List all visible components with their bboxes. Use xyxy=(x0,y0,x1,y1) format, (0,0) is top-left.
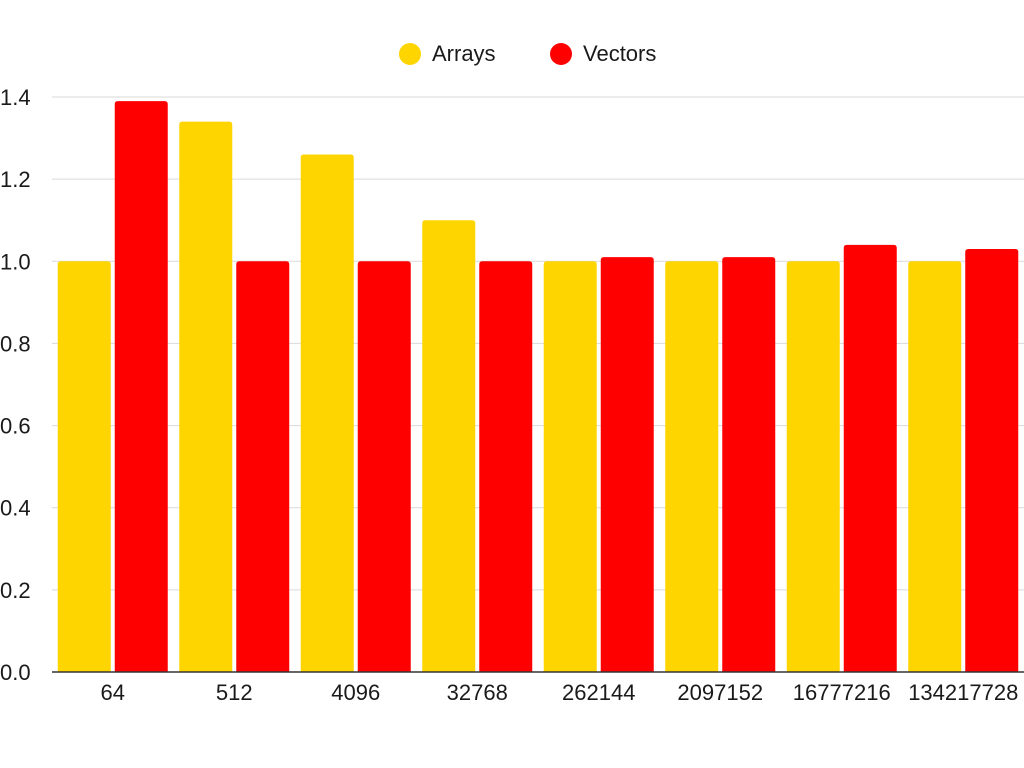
y-tick-label: 0.2 xyxy=(0,578,31,603)
bar-arrays-4096 xyxy=(300,154,354,672)
x-tick-label: 4096 xyxy=(331,680,380,705)
bar-arrays-16777216 xyxy=(786,261,840,672)
bar-vectors-2097152 xyxy=(722,257,776,672)
bar-arrays-134217728 xyxy=(908,261,962,672)
bar-arrays-32768 xyxy=(422,220,476,672)
y-tick-label: 1.4 xyxy=(0,85,31,110)
x-tick-label: 2097152 xyxy=(677,680,763,705)
legend-item-vectors: Vectors xyxy=(550,41,656,66)
legend-label-arrays: Arrays xyxy=(432,41,496,66)
legend-swatch-vectors xyxy=(550,43,572,65)
y-tick-label: 1.0 xyxy=(0,249,31,274)
bar-arrays-262144 xyxy=(543,261,597,672)
legend-swatch-arrays xyxy=(399,43,421,65)
x-tick-label: 262144 xyxy=(562,680,635,705)
bar-vectors-262144 xyxy=(600,257,654,672)
x-tick-label: 64 xyxy=(101,680,125,705)
y-axis-ticks: 0.0 0.2 0.4 0.6 0.8 1.0 1.2 1.4 xyxy=(0,85,31,685)
legend: Arrays Vectors xyxy=(399,41,656,66)
y-tick-label: 0.6 xyxy=(0,414,31,439)
y-tick-label: 1.2 xyxy=(0,167,31,192)
y-tick-label: 0.8 xyxy=(0,331,31,356)
bar-vectors-4096 xyxy=(357,261,411,672)
bar-arrays-512 xyxy=(179,121,233,672)
x-axis-ticks: 64 512 4096 32768 262144 2097152 16777216 13421… xyxy=(101,680,1019,705)
bars-layer xyxy=(57,101,1019,673)
bar-vectors-134217728 xyxy=(965,248,1019,672)
x-tick-label: 32768 xyxy=(447,680,508,705)
bar-vectors-512 xyxy=(236,261,290,672)
bar-vectors-32768 xyxy=(479,261,533,672)
x-tick-label: 16777216 xyxy=(793,680,891,705)
x-tick-label: 134217728 xyxy=(908,680,1018,705)
bar-vectors-64 xyxy=(114,101,168,673)
y-tick-label: 0.0 xyxy=(0,660,31,685)
legend-label-vectors: Vectors xyxy=(583,41,656,66)
legend-item-arrays: Arrays xyxy=(399,41,496,66)
bar-vectors-16777216 xyxy=(843,244,897,672)
bar-arrays-2097152 xyxy=(665,261,719,672)
x-tick-label: 512 xyxy=(216,680,253,705)
y-tick-label: 0.4 xyxy=(0,496,31,521)
bar-arrays-64 xyxy=(57,261,111,672)
